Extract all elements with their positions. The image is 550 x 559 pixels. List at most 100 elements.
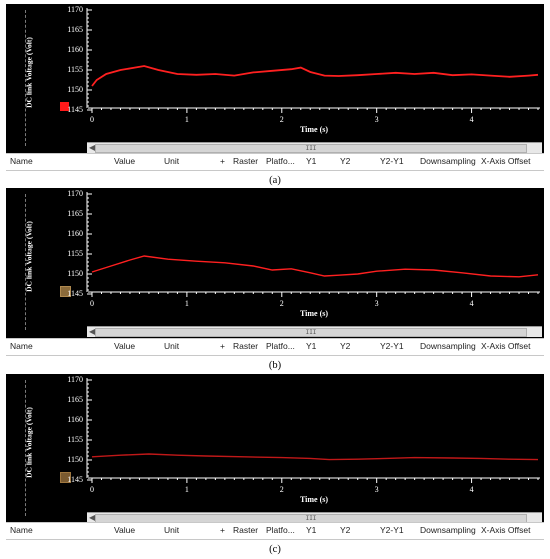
scroll-left-icon[interactable]: ◀ (89, 143, 96, 152)
col-x-axis-offset[interactable]: X-Axis Offset (481, 525, 531, 535)
voltage-series-line (91, 65, 539, 87)
col-downsampling[interactable]: Downsampling (420, 341, 476, 351)
y-axis-strip: DC link Voltage (Volt) 1170 1165 1160 1155 1… (6, 188, 83, 338)
plot-area[interactable]: 0 1 2 3 4 Time (s) (86, 6, 542, 143)
y-tick-label: 1145 (67, 475, 83, 484)
col-name[interactable]: Name (10, 156, 33, 166)
y-tick-label: 1160 (67, 45, 83, 54)
col-y2-y1[interactable]: Y2-Y1 (380, 156, 404, 166)
x-tick-label: 4 (470, 299, 474, 308)
col-plus[interactable]: + (220, 525, 225, 535)
caption-c: (c) (269, 544, 281, 555)
x-axis-label: Time (s) (300, 125, 328, 134)
y-tick-label: 1170 (67, 189, 83, 198)
col-y2-y1[interactable]: Y2-Y1 (380, 525, 404, 535)
signal-table-header: Name Value Unit + Raster Platfo... Y1 Y2… (6, 338, 544, 356)
cursor-line[interactable] (25, 380, 26, 516)
col-plus[interactable]: + (220, 156, 225, 166)
x-tick-label: 2 (280, 485, 284, 494)
col-platform[interactable]: Platfo... (266, 341, 295, 351)
x-tick-label: 2 (280, 115, 284, 124)
y-tick-label: 1170 (67, 5, 83, 14)
x-tick-label: 1 (185, 485, 189, 494)
col-value[interactable]: Value (114, 341, 136, 351)
y-axis-strip: DC link Voltage (Volt) 1170 1165 1160 1155 1… (6, 4, 83, 154)
y-axis-label: DC link Voltage (Volt) (24, 221, 34, 292)
scroll-left-icon[interactable]: ◀ (89, 327, 96, 336)
col-raster[interactable]: Raster (233, 156, 259, 166)
y-tick-label: 1165 (67, 25, 83, 34)
col-y1[interactable]: Y1 (306, 341, 317, 351)
x-axis-label: Time (s) (300, 309, 328, 318)
cursor-line[interactable] (25, 194, 26, 330)
col-name[interactable]: Name (10, 341, 33, 351)
y-tick-label: 1150 (67, 269, 83, 278)
y-tick-label: 1160 (67, 229, 83, 238)
col-x-axis-offset[interactable]: X-Axis Offset (481, 341, 531, 351)
cursor-line[interactable] (25, 10, 26, 146)
signal-color-marker[interactable] (60, 102, 69, 111)
col-y2[interactable]: Y2 (340, 341, 351, 351)
x-tick-label: 4 (470, 485, 474, 494)
col-plus[interactable]: + (220, 341, 225, 351)
x-tick-label: 3 (375, 115, 379, 124)
y-tick-label: 1150 (67, 85, 83, 94)
y-tick-label: 1155 (67, 435, 83, 444)
y-axis-strip: DC link Voltage (Volt) 1170 1165 1160 1155 1… (6, 374, 83, 524)
col-unit[interactable]: Unit (164, 156, 180, 166)
signal-color-marker[interactable] (60, 472, 71, 483)
signal-table-header: Name Value Unit + Raster Platfo... Y1 Y2… (6, 522, 544, 540)
col-raster[interactable]: Raster (233, 341, 259, 351)
x-tick-label: 1 (185, 299, 189, 308)
y-tick-label: 1165 (67, 209, 83, 218)
x-tick-label: 1 (185, 115, 189, 124)
col-y1[interactable]: Y1 (306, 525, 317, 535)
caption-a: (a) (269, 175, 281, 186)
x-tick-label: 3 (375, 485, 379, 494)
col-unit[interactable]: Unit (164, 525, 180, 535)
y-tick-label: 1155 (67, 65, 83, 74)
y-tick-label: 1145 (67, 105, 83, 114)
col-value[interactable]: Value (114, 156, 136, 166)
voltage-series-line (91, 453, 539, 461)
col-y2[interactable]: Y2 (340, 156, 351, 166)
horizontal-scrollbar[interactable]: ◀ III (87, 326, 542, 337)
col-x-axis-offset[interactable]: X-Axis Offset (481, 156, 531, 166)
x-tick-label: 4 (470, 115, 474, 124)
y-tick-label: 1150 (67, 455, 83, 464)
scroll-thumb[interactable]: III (95, 328, 527, 337)
y-tick-label: 1170 (67, 375, 83, 384)
x-tick-label: 3 (375, 299, 379, 308)
col-raster[interactable]: Raster (233, 525, 259, 535)
voltage-chart: 0 1 2 3 4 Time (s) (86, 192, 540, 318)
plot-area[interactable]: 0 1 2 3 4 Time (s) (86, 190, 542, 327)
y-tick-label: 1165 (67, 395, 83, 404)
x-tick-label: 0 (90, 485, 94, 494)
col-y2-y1[interactable]: Y2-Y1 (380, 341, 404, 351)
y-tick-label: 1145 (67, 289, 83, 298)
col-name[interactable]: Name (10, 525, 33, 535)
voltage-series-line (91, 255, 539, 278)
y-axis-label: DC link Voltage (Volt) (24, 407, 34, 478)
scroll-thumb[interactable]: III (95, 144, 527, 153)
y-axis-label: DC link Voltage (Volt) (24, 37, 34, 108)
col-y2[interactable]: Y2 (340, 525, 351, 535)
col-platform[interactable]: Platfo... (266, 156, 295, 166)
caption-b: (b) (268, 360, 282, 371)
x-axis-label: Time (s) (300, 495, 328, 504)
signal-color-marker[interactable] (60, 286, 71, 297)
col-platform[interactable]: Platfo... (266, 525, 295, 535)
plot-area[interactable]: 0 1 2 3 4 Time (s) (86, 376, 542, 513)
col-y1[interactable]: Y1 (306, 156, 317, 166)
col-unit[interactable]: Unit (164, 341, 180, 351)
y-tick-label: 1160 (67, 415, 83, 424)
y-tick-label: 1155 (67, 249, 83, 258)
scroll-left-icon[interactable]: ◀ (89, 513, 96, 522)
voltage-chart: 0 1 2 3 4 Time (s) (86, 8, 540, 134)
signal-table-header: Name Value Unit + Raster Platfo... Y1 Y2… (6, 153, 544, 171)
col-downsampling[interactable]: Downsampling (420, 525, 476, 535)
voltage-chart: 0 1 2 3 4 Time (s) (86, 378, 540, 504)
horizontal-scrollbar[interactable]: ◀ III (87, 142, 542, 153)
col-downsampling[interactable]: Downsampling (420, 156, 476, 166)
col-value[interactable]: Value (114, 525, 136, 535)
